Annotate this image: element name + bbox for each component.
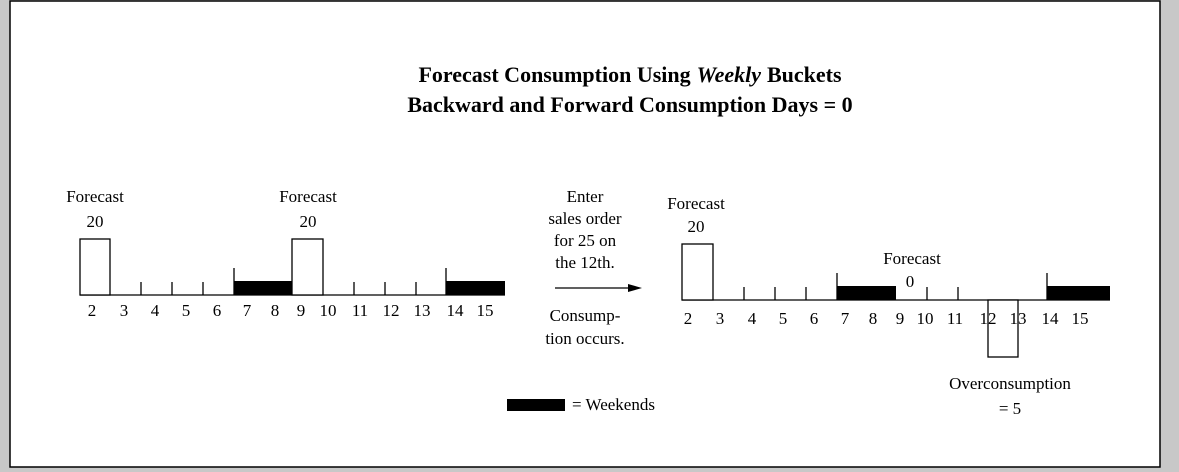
- arrow-head: [628, 284, 642, 292]
- day-label: 2: [684, 309, 693, 328]
- day-label: 3: [716, 309, 725, 328]
- title-line-2: Backward and Forward Consumption Days = …: [407, 92, 852, 117]
- forecast-qty: 20: [300, 212, 317, 231]
- day-label: 11: [947, 309, 963, 328]
- ticks: 2 3 4 5 6 7 8 9 10 11 12 13 14 15: [88, 268, 494, 320]
- day-label: 13: [1010, 309, 1027, 328]
- action: Enter sales order for 25 on the 12th. Co…: [545, 187, 642, 348]
- day-label: 12: [980, 309, 997, 328]
- day-label: 6: [810, 309, 819, 328]
- day-label: 12: [383, 301, 400, 320]
- action-text: Enter: [567, 187, 604, 206]
- forecast-bucket: [79, 238, 111, 296]
- action-text: for 25 on: [554, 231, 617, 250]
- forecast-qty: 20: [688, 217, 705, 236]
- day-label: 11: [352, 301, 368, 320]
- day-label: 5: [779, 309, 788, 328]
- day-label: 10: [917, 309, 934, 328]
- forecast-label: Forecast: [883, 249, 941, 268]
- day-label: 3: [120, 301, 129, 320]
- forecast-label: Forecast: [667, 194, 725, 213]
- title-line-1: Forecast Consumption Using Weekly Buckets: [418, 62, 842, 87]
- timeline-before: 2 3 4 5 6 7 8 9 10 11 12 13 14 15 Forecast 20 Forecas…: [66, 187, 505, 320]
- title-part: Forecast Consumption Using: [418, 62, 690, 87]
- ticks: 2 3 4 5 6 7 8 9 10 11 12 13 14 15: [684, 273, 1089, 328]
- timeline-after: 2 3 4 5 6 7 8 9 10 11 12 13 14 15 Forecast 20 Forecas…: [667, 194, 1110, 418]
- day-label: 13: [414, 301, 431, 320]
- action-text: the 12th.: [555, 253, 615, 272]
- day-label: 14: [447, 301, 465, 320]
- forecast-qty: 0: [906, 272, 915, 291]
- day-label: 2: [88, 301, 97, 320]
- overconsumption-bucket: [987, 299, 1019, 358]
- action-text: Consump-: [550, 306, 621, 325]
- forecast-label: Forecast: [66, 187, 124, 206]
- overconsumption-label: Overconsumption: [949, 374, 1071, 393]
- day-label: 9: [896, 309, 905, 328]
- forecast-bucket: [681, 243, 714, 301]
- day-label: 4: [151, 301, 160, 320]
- day-label: 8: [869, 309, 878, 328]
- frame: [9, 0, 1161, 468]
- weekend: [234, 281, 292, 295]
- action-text: tion occurs.: [545, 329, 624, 348]
- forecast-qty: 20: [87, 212, 104, 231]
- day-label: 10: [320, 301, 337, 320]
- day-label: 7: [841, 309, 850, 328]
- day-label: 15: [477, 301, 494, 320]
- legend-label: = Weekends: [572, 395, 655, 414]
- legend-swatch: [507, 399, 565, 411]
- forecast-bucket: [291, 238, 324, 296]
- action-text: sales order: [548, 209, 622, 228]
- title-part: Buckets: [767, 62, 842, 87]
- day-label: 4: [748, 309, 757, 328]
- title-part: Weekly: [697, 62, 762, 87]
- overconsumption-qty: = 5: [999, 399, 1021, 418]
- forecast-label: Forecast: [279, 187, 337, 206]
- day-label: 14: [1042, 309, 1060, 328]
- day-label: 7: [243, 301, 252, 320]
- day-label: 8: [271, 301, 280, 320]
- day-label: 6: [213, 301, 222, 320]
- day-label: 5: [182, 301, 191, 320]
- day-label: 15: [1072, 309, 1089, 328]
- day-label: 9: [297, 301, 306, 320]
